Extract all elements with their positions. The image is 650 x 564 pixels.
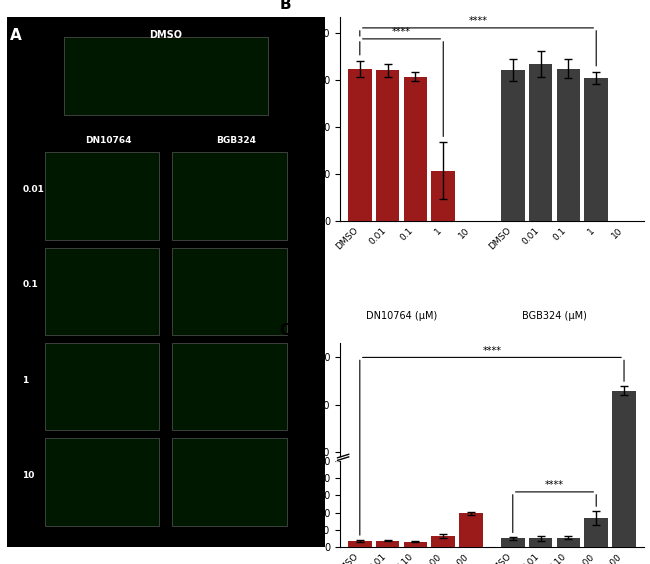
FancyBboxPatch shape (172, 343, 287, 430)
Text: 0.01: 0.01 (22, 185, 44, 193)
Bar (528, 64, 552, 221)
FancyBboxPatch shape (45, 343, 159, 430)
Text: DMSO: DMSO (149, 30, 182, 40)
Bar (528, 539, 552, 547)
Bar (501, 539, 525, 547)
Bar (376, 540, 400, 547)
Text: ****: **** (469, 16, 488, 25)
Bar (404, 77, 427, 221)
FancyBboxPatch shape (45, 248, 159, 335)
Text: B: B (280, 0, 291, 11)
Bar (556, 537, 580, 547)
Bar (348, 69, 372, 221)
Text: BGB324: BGB324 (216, 136, 255, 145)
Bar (432, 536, 455, 547)
Text: 1: 1 (22, 376, 29, 385)
FancyBboxPatch shape (172, 152, 287, 240)
Bar (376, 70, 400, 221)
FancyBboxPatch shape (172, 438, 287, 526)
FancyBboxPatch shape (45, 152, 159, 240)
FancyBboxPatch shape (172, 248, 287, 335)
Y-axis label: Green object count (1/mm²): Green object count (1/mm²) (300, 377, 309, 513)
FancyBboxPatch shape (64, 37, 268, 115)
Bar (612, 391, 636, 547)
Text: ****: **** (545, 480, 564, 490)
Bar (404, 541, 427, 547)
Bar (556, 69, 580, 221)
Text: A: A (10, 28, 21, 42)
Bar (501, 70, 525, 221)
Bar (432, 171, 455, 221)
Text: DN10764 (μM): DN10764 (μM) (366, 311, 437, 320)
Text: C: C (280, 323, 291, 338)
Text: A: A (10, 28, 21, 42)
Y-axis label: Tube formation (%): Tube formation (%) (300, 69, 309, 169)
Text: DN10764: DN10764 (85, 136, 131, 145)
Bar (584, 518, 608, 547)
Text: 0.1: 0.1 (22, 280, 38, 289)
Bar (584, 78, 608, 221)
Bar (348, 541, 372, 547)
Text: ****: **** (482, 346, 501, 356)
Text: BGB324 (μM): BGB324 (μM) (522, 311, 587, 320)
Text: 10: 10 (22, 471, 35, 480)
FancyBboxPatch shape (6, 17, 325, 547)
FancyBboxPatch shape (45, 438, 159, 526)
Text: ****: **** (392, 27, 411, 37)
Bar (460, 513, 483, 547)
